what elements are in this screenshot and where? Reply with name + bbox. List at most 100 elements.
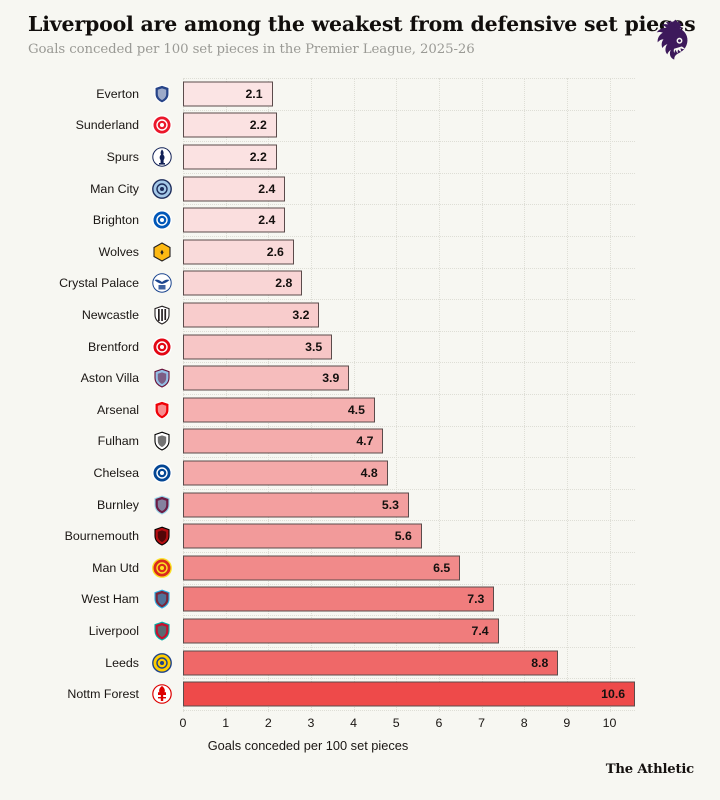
bar-row: Brighton 2.4	[0, 204, 720, 236]
bar[interactable]	[183, 81, 273, 107]
team-label: Newcastle	[81, 307, 139, 322]
bar-value-label: 2.8	[275, 276, 293, 291]
bar-value-label: 6.5	[433, 560, 451, 575]
bar-row: Man Utd 6.5	[0, 552, 720, 584]
x-tick-label: 5	[392, 716, 400, 730]
bar[interactable]	[183, 650, 559, 676]
bar-value-label: 4.8	[360, 465, 378, 480]
bar[interactable]	[183, 586, 495, 612]
bar-row: Aston Villa 3.9	[0, 362, 720, 394]
team-label: Crystal Palace	[59, 276, 139, 291]
x-axis-title: Goals conceded per 100 set pieces	[0, 738, 720, 753]
bar-row: Leeds 8.8	[0, 647, 720, 679]
bar-value-label: 4.7	[356, 434, 374, 449]
team-label: Wolves	[98, 244, 139, 259]
team-label: Liverpool	[88, 623, 139, 638]
team-label: Spurs	[106, 149, 139, 164]
bar[interactable]	[183, 334, 333, 360]
fulham-badge-icon	[150, 429, 174, 453]
chelsea-badge-icon	[150, 461, 174, 485]
bar[interactable]	[183, 681, 636, 707]
burnley-badge-icon	[150, 493, 174, 517]
team-label: Man Utd	[92, 560, 139, 575]
bar-row: Spurs 2.2	[0, 141, 720, 173]
bar[interactable]	[183, 492, 410, 518]
bar-value-label: 8.8	[531, 655, 549, 670]
x-tick-label: 2	[264, 716, 272, 730]
bar[interactable]	[183, 302, 320, 328]
bar[interactable]	[183, 207, 286, 233]
man-city-badge-icon	[150, 177, 174, 201]
bar[interactable]	[183, 176, 286, 202]
team-label: Brentford	[88, 339, 139, 354]
team-label: Brighton	[92, 213, 139, 228]
bournemouth-badge-icon	[150, 524, 174, 548]
bar-row: Chelsea 4.8	[0, 457, 720, 489]
bar[interactable]	[183, 397, 375, 423]
nottm-forest-badge-icon	[150, 682, 174, 706]
bar-row: Crystal Palace 2.8	[0, 268, 720, 300]
bar-value-label: 2.4	[258, 181, 276, 196]
west-ham-badge-icon	[150, 587, 174, 611]
bar[interactable]	[183, 460, 388, 486]
bar[interactable]	[183, 144, 277, 170]
page-title: Liverpool are among the weakest from def…	[28, 12, 696, 36]
bar-row: Burnley 5.3	[0, 489, 720, 521]
team-label: Everton	[96, 86, 139, 101]
x-tick-label: 9	[563, 716, 571, 730]
bar[interactable]	[183, 239, 294, 265]
team-label: Nottm Forest	[67, 687, 139, 702]
aston-villa-badge-icon	[150, 366, 174, 390]
bar[interactable]	[183, 555, 461, 581]
bar-value-label: 10.6	[601, 687, 626, 702]
chart-subtitle: Goals conceded per 100 set pieces in the…	[28, 42, 475, 57]
bar-row: Nottm Forest 10.6	[0, 678, 720, 710]
sunderland-badge-icon	[150, 113, 174, 137]
team-label: Sunderland	[75, 118, 139, 133]
team-label: Aston Villa	[80, 371, 139, 386]
bar-value-label: 5.6	[394, 529, 412, 544]
x-tick-label: 8	[520, 716, 528, 730]
team-label: Chelsea	[93, 465, 139, 480]
team-label: Burnley	[96, 497, 139, 512]
bar-row: Wolves 2.6	[0, 236, 720, 268]
newcastle-badge-icon	[150, 303, 174, 327]
bar-row: Bournemouth 5.6	[0, 520, 720, 552]
bar-value-label: 2.2	[249, 118, 267, 133]
bar-value-label: 7.3	[467, 592, 485, 607]
team-label: Leeds	[105, 655, 139, 670]
bar-value-label: 2.4	[258, 213, 276, 228]
brentford-badge-icon	[150, 335, 174, 359]
bar-value-label: 2.6	[266, 244, 284, 259]
spurs-badge-icon	[150, 145, 174, 169]
bar[interactable]	[183, 523, 422, 549]
bar[interactable]	[183, 365, 350, 391]
everton-badge-icon	[150, 82, 174, 106]
chart-header: Liverpool are among the weakest from def…	[28, 12, 696, 57]
bar-row: Liverpool 7.4	[0, 615, 720, 647]
bar-value-label: 7.4	[471, 623, 489, 638]
bar-value-label: 3.9	[322, 371, 340, 386]
team-label: West Ham	[81, 592, 139, 607]
x-tick-label: 10	[602, 716, 617, 730]
bar-row: Newcastle 3.2	[0, 299, 720, 331]
bar-row: Brentford 3.5	[0, 331, 720, 363]
x-tick-label: 0	[179, 716, 187, 730]
brand-footer: The Athletic	[605, 762, 694, 777]
bar[interactable]	[183, 270, 303, 296]
liverpool-badge-icon	[150, 619, 174, 643]
bar-value-label: 5.3	[381, 497, 400, 512]
bar[interactable]	[183, 618, 499, 644]
bar-row: Fulham 4.7	[0, 426, 720, 458]
team-label: Man City	[90, 181, 139, 196]
x-tick-label: 3	[307, 716, 315, 730]
bar-value-label: 2.2	[249, 149, 267, 164]
bar-row: Man City 2.4	[0, 173, 720, 205]
bar[interactable]	[183, 112, 277, 138]
team-label: Arsenal	[96, 402, 139, 417]
bar-value-label: 4.5	[347, 402, 365, 417]
bar[interactable]	[183, 428, 384, 454]
x-tick-label: 6	[435, 716, 443, 730]
